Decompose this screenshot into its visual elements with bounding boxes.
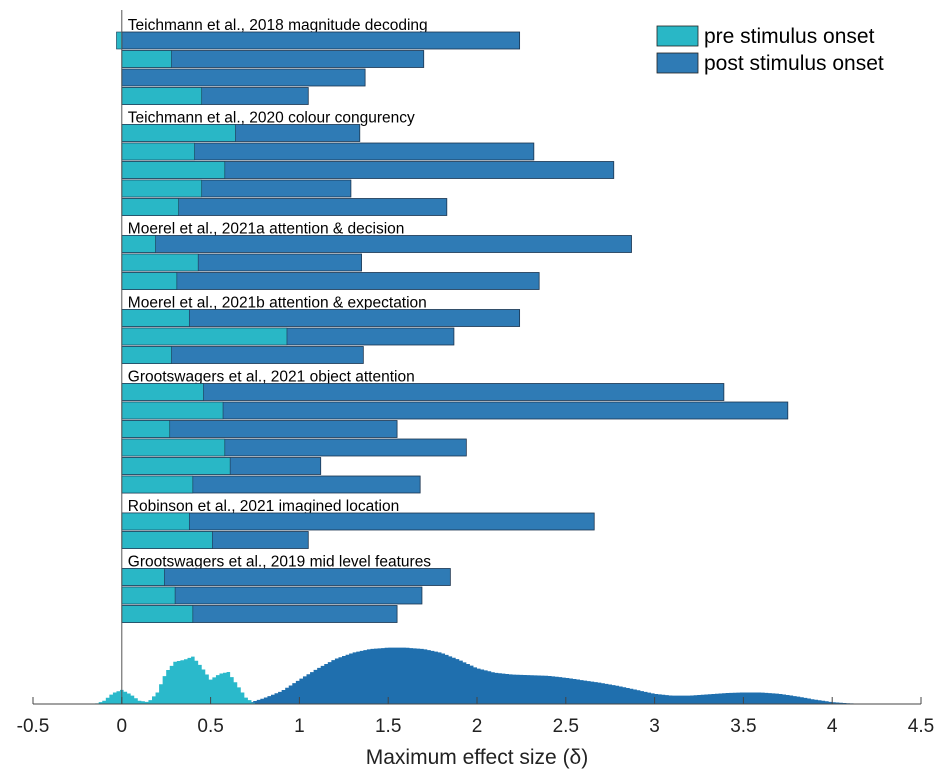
bar-pre [121,586,176,605]
bar-pre [121,235,156,253]
bar-post [121,68,366,87]
bar-pre [121,272,178,290]
bar-pre [121,309,190,327]
x-tick-label: 0.5 [197,716,223,737]
bar-pre [116,31,123,50]
bar-pre [121,457,231,475]
bar-pre [121,531,213,549]
x-tick-label: -0.5 [17,716,50,737]
x-tick-label: 2.5 [553,716,579,737]
bar-pre [121,179,203,198]
bar-groups: Teichmann et al., 2018 magnitude decodin… [116,17,789,623]
bar-pre [121,420,171,438]
legend-label-pre: pre stimulus onset [704,25,875,48]
density-pre [95,656,255,704]
bar-pre [121,438,226,457]
bar-post [121,512,595,531]
x-tick-label: 2 [472,716,483,737]
bar-pre [121,198,179,216]
bar-pre [121,253,199,272]
x-tick-label: 3.5 [730,716,756,737]
group-label: Teichmann et al., 2020 colour congurency [128,110,415,127]
group-label: Grootswagers et al., 2021 object attenti… [128,369,415,386]
x-tick-label: 1 [294,716,305,737]
x-axis-label: Maximum effect size (δ) [366,746,589,769]
group-label: Robinson et al., 2021 imagined location [128,498,399,515]
legend-swatch-post [656,52,699,74]
bar-post [121,31,521,50]
bar-pre [121,327,288,346]
group-label: Grootswagers et al., 2019 mid level feat… [128,554,432,571]
bar-pre [121,124,236,142]
bar-post [121,272,540,290]
bar-pre [121,401,224,420]
bar-post [121,235,632,253]
bar-pre [121,568,165,586]
bar-post [121,568,451,586]
density-plot [95,647,872,704]
bar-pre [121,161,226,179]
x-tick-label: 3 [649,716,660,737]
bar-pre [121,142,195,161]
bar-pre [121,605,194,623]
x-axis: -0.5 0 0.5 1 1.5 2 2.5 3 3.5 4 4.5 [17,697,934,737]
bar-pre [121,87,203,105]
x-tick-label: 1.5 [375,716,401,737]
group-label: Moerel et al., 2021b attention & expecta… [128,295,427,312]
bar-pre [121,50,172,68]
legend-label-post: post stimulus onset [704,52,884,75]
bar-pre [121,512,190,531]
group-label: Moerel et al., 2021a attention & decisio… [128,221,405,238]
legend: pre stimulus onset post stimulus onset [656,25,884,75]
x-tick-label: 4.5 [908,716,934,737]
legend-swatch-pre [656,25,699,47]
bar-pre [121,346,172,364]
x-tick-label: 0 [117,716,128,737]
bar-pre [121,475,194,494]
x-tick-label: 4 [827,716,838,737]
bar-pre [121,383,204,401]
density-post [249,647,872,704]
group-label: Teichmann et al., 2018 magnitude decodin… [128,17,428,34]
bar-post [121,383,725,401]
